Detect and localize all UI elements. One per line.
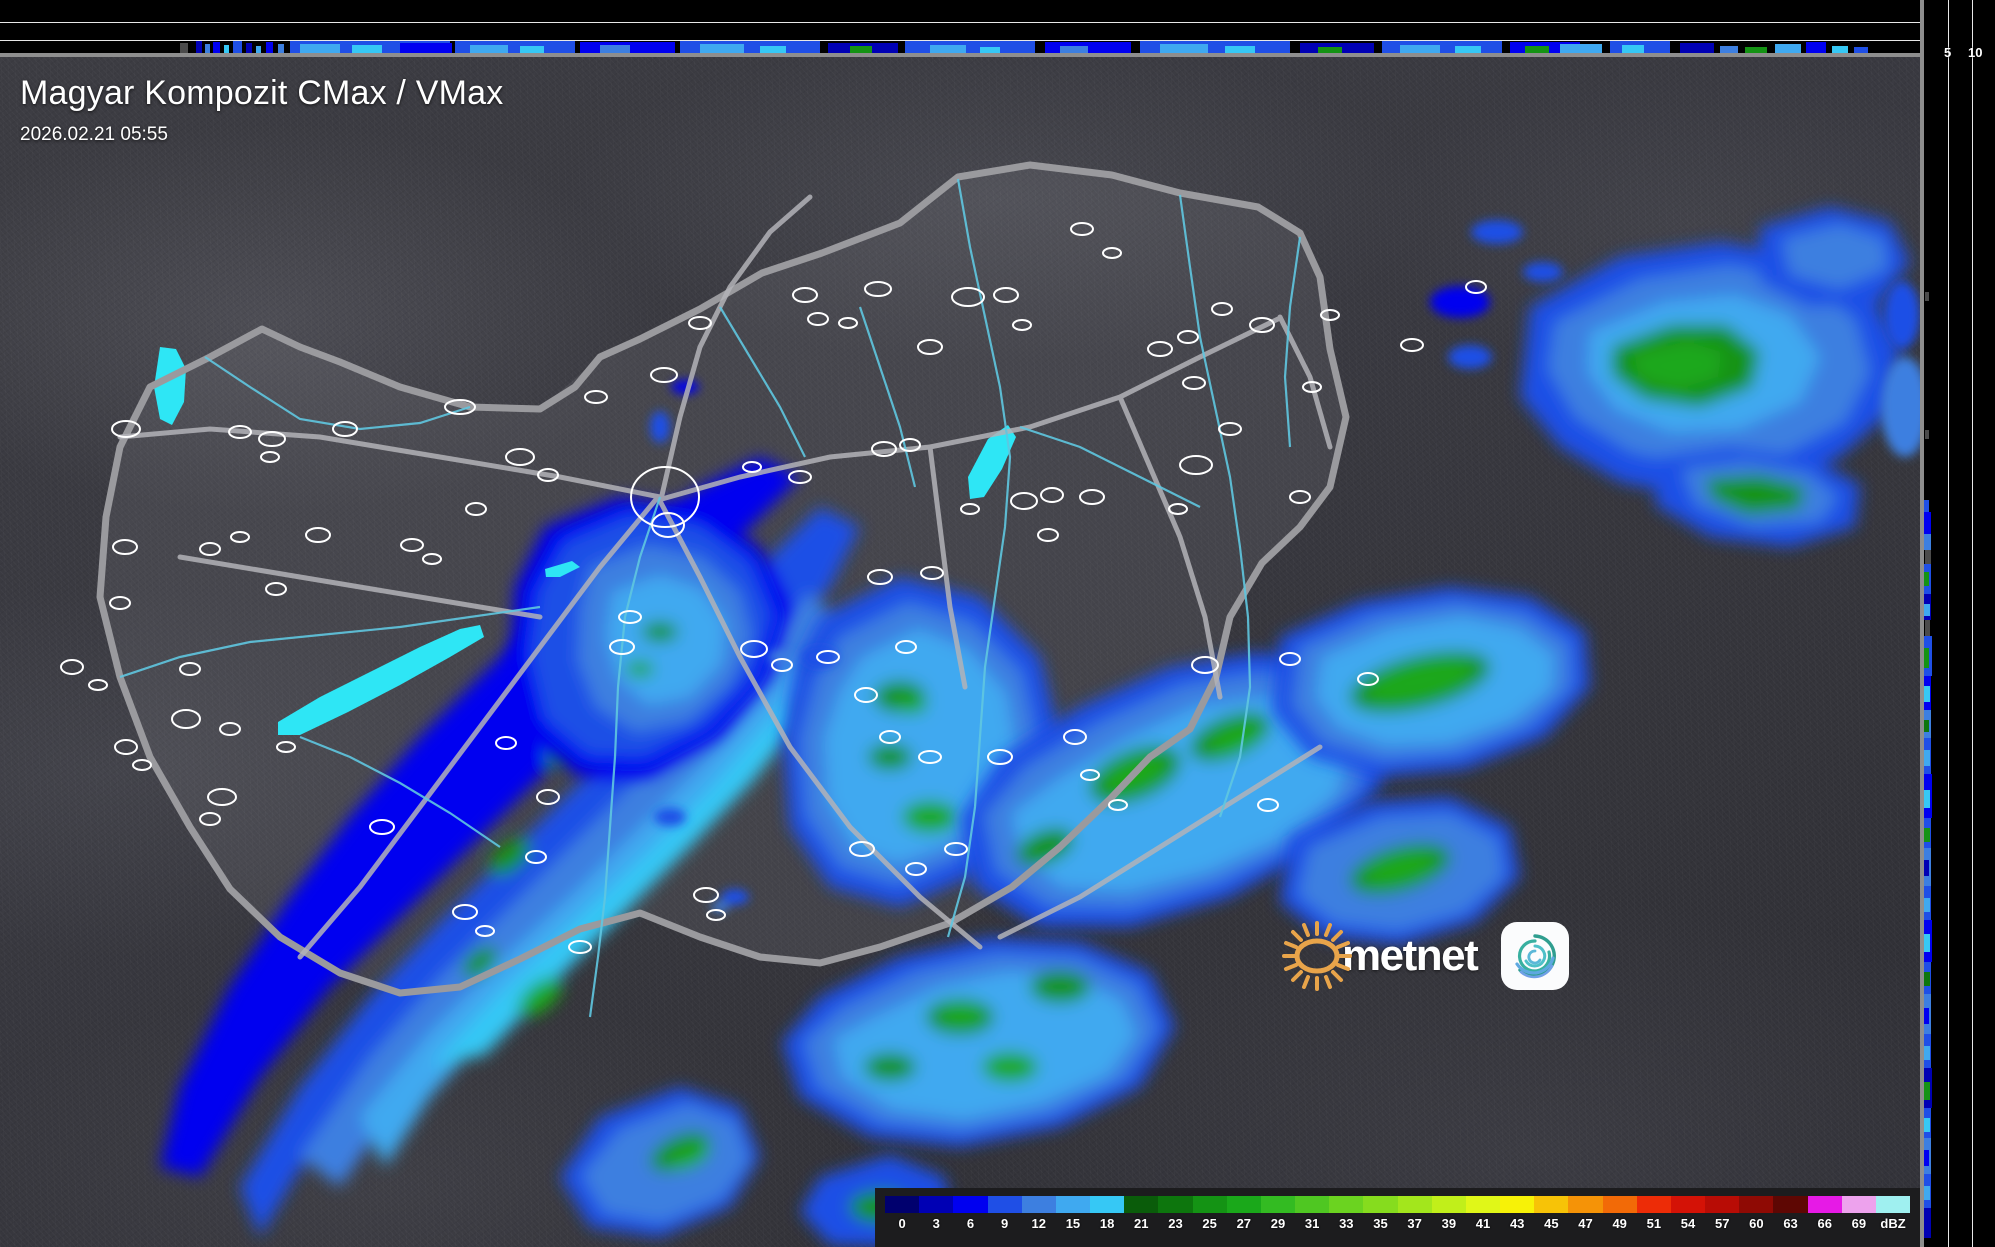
- legend-swatch-19: [1534, 1196, 1569, 1213]
- legend-swatch-16: [1431, 1196, 1466, 1213]
- legend-swatch-14: [1363, 1196, 1398, 1213]
- legend-swatch-3: [987, 1196, 1022, 1213]
- xsec-right-gridline-5km: [1948, 0, 1949, 1247]
- xsec-right-echo-profile: [1921, 292, 1932, 1238]
- legend-swatch-23: [1670, 1196, 1706, 1213]
- legend-tick-3: 3: [932, 1216, 940, 1231]
- legend-tick-51: 51: [1646, 1216, 1662, 1231]
- legend-tick-0: 0: [898, 1216, 906, 1231]
- legend-swatch-26: [1773, 1196, 1808, 1213]
- legend-tick-33: 33: [1339, 1216, 1354, 1231]
- legend-swatch-2: [953, 1196, 988, 1213]
- legend-swatch-20: [1568, 1196, 1603, 1213]
- metnet-app-icon[interactable]: [1501, 922, 1570, 990]
- map-vector-overlay: [60, 161, 1487, 1018]
- lakes: [154, 347, 1016, 735]
- legend-tick-29: 29: [1270, 1216, 1286, 1231]
- legend-tick-21: 21: [1134, 1216, 1149, 1231]
- country-border: [96, 161, 1350, 997]
- radar-reflectivity-layer: [154, 207, 1920, 1247]
- west-east-cross-section-panel[interactable]: [0, 0, 1920, 57]
- logo-wordmark: metnet: [1342, 931, 1479, 980]
- xsec-right-gridline-10km: [1972, 0, 1973, 1247]
- north-south-cross-section-panel[interactable]: [1920, 0, 1995, 1247]
- legend-tick-49: 49: [1612, 1216, 1627, 1231]
- legend-tick-43: 43: [1509, 1216, 1525, 1231]
- legend-swatch-8: [1158, 1196, 1193, 1213]
- legend-tick-9: 9: [1000, 1216, 1009, 1231]
- legend-tick-45: 45: [1544, 1216, 1559, 1231]
- legend-swatch-13: [1329, 1196, 1364, 1213]
- legend-tick-25: 25: [1202, 1216, 1217, 1231]
- legend-tick-47: 47: [1578, 1216, 1593, 1231]
- xsec-right-axis-label-5: 5: [1944, 45, 1952, 60]
- legend-swatch-1: [919, 1196, 954, 1213]
- legend-tick-31: 31: [1304, 1216, 1320, 1231]
- legend-tick-63: 63: [1783, 1216, 1798, 1231]
- dbz-color-legend: 0 3 6 9 12 15 18 21 23 25 27 29 31 33 35 37 39 41 43 45 47 49…: [875, 1188, 1920, 1247]
- legend-swatch-9: [1192, 1196, 1227, 1213]
- xsec-top-terrain-base: [0, 53, 1920, 57]
- legend-tick-39: 39: [1441, 1216, 1457, 1231]
- xsec-top-echo-profile: [180, 41, 1868, 53]
- legend-tick-23: 23: [1168, 1216, 1183, 1231]
- legend-tick-54: 54: [1680, 1216, 1696, 1231]
- legend-swatch-24: [1705, 1196, 1740, 1213]
- legend-swatch-7: [1124, 1196, 1159, 1213]
- legend-tick-57: 57: [1714, 1216, 1730, 1231]
- legend-swatch-12: [1295, 1196, 1330, 1213]
- title-block: Magyar Kompozit CMax / VMax 2026.02.21 0…: [20, 74, 504, 146]
- legend-swatch-15: [1397, 1196, 1432, 1213]
- legend-swatch-22: [1636, 1196, 1671, 1213]
- timestamp: 2026.02.21 05:55: [20, 124, 168, 146]
- legend-tick-18: 18: [1099, 1216, 1115, 1231]
- xsec-top-gridline-10km: [0, 22, 1920, 23]
- xsec-right-terrain-base: [1920, 0, 1924, 1247]
- legend-tick-41: 41: [1475, 1216, 1491, 1231]
- xsec-right-axis-label-10: 10: [1968, 45, 1983, 60]
- river-network: [119, 178, 1302, 1018]
- legend-swatch-6: [1090, 1196, 1125, 1213]
- page-title: Magyar Kompozit CMax / VMax: [20, 74, 504, 112]
- legend-swatch-5: [1055, 1196, 1091, 1213]
- legend-tick-12: 12: [1031, 1216, 1046, 1231]
- legend-swatch-0: [885, 1196, 920, 1213]
- radar-map[interactable]: Magyar Kompozit CMax / VMax 2026.02.21 0…: [0, 57, 1920, 1247]
- motorway-network: [117, 194, 1333, 960]
- legend-tick-60: 60: [1749, 1216, 1764, 1231]
- legend-tick-dBZ: dBZ: [1880, 1216, 1906, 1231]
- sun-icon: [1280, 919, 1354, 993]
- legend-swatch-11: [1260, 1196, 1296, 1213]
- legend-swatch-28: [1841, 1196, 1876, 1213]
- legend-tick-6: 6: [966, 1216, 975, 1231]
- legend-tick-27: 27: [1236, 1216, 1252, 1231]
- legend-tick-37: 37: [1407, 1216, 1422, 1231]
- xsec-top-gridline-5km: [0, 40, 1920, 41]
- legend-color-bar: [885, 1196, 1911, 1213]
- legend-swatch-17: [1465, 1196, 1501, 1213]
- settlement-outlines: [60, 222, 1487, 954]
- legend-tick-35: 35: [1373, 1216, 1388, 1231]
- legend-swatch-4: [1021, 1196, 1056, 1213]
- legend-swatch-29: [1875, 1196, 1911, 1213]
- legend-swatch-21: [1602, 1196, 1637, 1213]
- legend-tick-66: 66: [1817, 1216, 1832, 1231]
- legend-swatch-25: [1739, 1196, 1774, 1213]
- legend-swatch-10: [1226, 1196, 1261, 1213]
- legend-tick-69: 69: [1851, 1216, 1867, 1231]
- metnet-logo[interactable]: metnet: [1280, 919, 1570, 993]
- legend-swatch-18: [1500, 1196, 1535, 1213]
- legend-swatch-27: [1807, 1196, 1842, 1213]
- legend-tick-labels: 0 3 6 9 12 15 18 21 23 25 27 29 31 33 35 37 39 41 43 45 47 49…: [885, 1216, 1910, 1232]
- legend-tick-15: 15: [1065, 1216, 1081, 1231]
